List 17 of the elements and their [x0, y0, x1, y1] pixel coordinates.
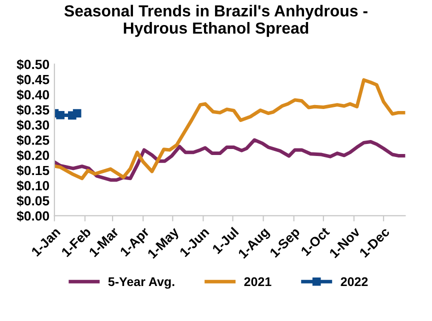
line-series	[54, 138, 406, 182]
y-tick-label: $0.20	[16, 150, 50, 161]
legend-label: 5-Year Avg.	[108, 277, 174, 289]
y-tick-label: $0.50	[16, 59, 50, 70]
chart-title: Seasonal Trends in Brazil's Anhydrous - Hydrous Ethanol Spread	[64, 4, 368, 37]
line-series	[54, 78, 406, 180]
y-tick-label: $0.45	[16, 74, 50, 86]
y-tick-label: $0.35	[16, 104, 50, 116]
y-tick-label: $0.25	[16, 134, 50, 146]
y-tick-label: $0.05	[16, 196, 50, 206]
y-tick-label: $0.40	[16, 89, 50, 100]
y-tick-label: $0.10	[16, 180, 50, 192]
legend-label: 2022	[340, 277, 368, 286]
y-tick-label: $0.15	[16, 165, 50, 176]
legend-label: 2021	[244, 277, 272, 286]
y-tick-label: $0.30	[16, 120, 50, 131]
y-tick-label: $0.00	[16, 210, 50, 222]
